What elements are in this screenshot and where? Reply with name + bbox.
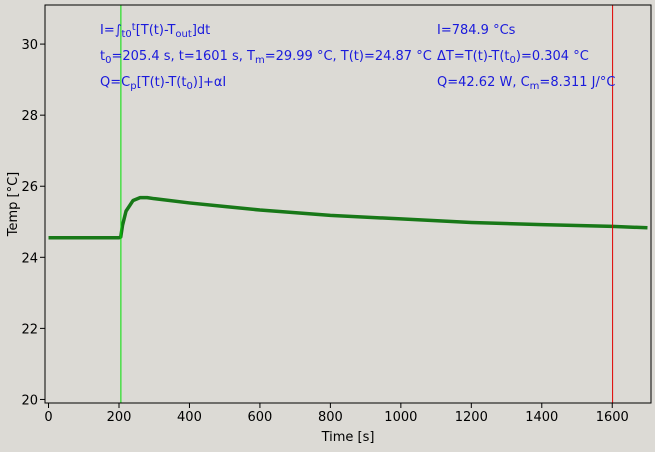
y-axis-label: Temp [°C] bbox=[6, 172, 21, 238]
annotation-text: I=784.9 °Cs bbox=[437, 23, 516, 38]
x-tick-label: 400 bbox=[177, 410, 202, 425]
annotation: t0=205.4 s, t=1601 s, Tm=29.99 °C, T(t)=… bbox=[100, 49, 432, 66]
annotation: I=∫t0t[T(t)-Tout]dt bbox=[100, 22, 210, 40]
x-tick-label: 1200 bbox=[455, 410, 488, 425]
annotation: Q=Cp[T(t)-T(t0)]+αI bbox=[100, 75, 226, 92]
annotation-subscript: out bbox=[175, 29, 191, 40]
annotation-subscript: 0 bbox=[186, 81, 192, 92]
x-tick-label: 800 bbox=[318, 410, 343, 425]
y-tick-label: 24 bbox=[21, 251, 38, 266]
annotation-subscript: m bbox=[530, 81, 540, 92]
x-tick-label: 1600 bbox=[596, 410, 629, 425]
x-tick-label: 600 bbox=[248, 410, 273, 425]
annotation-text: [T(t)-T bbox=[136, 23, 176, 38]
y-tick-label: 28 bbox=[21, 109, 38, 124]
annotation-superscript: t bbox=[132, 22, 136, 33]
x-tick-label: 200 bbox=[107, 410, 132, 425]
x-tick-label: 1400 bbox=[525, 410, 558, 425]
annotation-subscript: 0 bbox=[510, 55, 516, 66]
annotation-subscript: 0 bbox=[105, 55, 111, 66]
annotation: ΔT=T(t)-T(t0)=0.304 °C bbox=[437, 49, 589, 66]
annotation-text: )=0.304 °C bbox=[516, 49, 589, 64]
annotation-text: I=∫ bbox=[100, 23, 122, 38]
annotation-text: ]dt bbox=[192, 23, 210, 38]
annotation: I=784.9 °Cs bbox=[437, 23, 516, 38]
y-tick-label: 20 bbox=[21, 393, 38, 408]
annotation-text: =29.99 °C, T(t)=24.87 °C bbox=[265, 49, 432, 64]
x-tick-label: 1000 bbox=[384, 410, 417, 425]
y-tick-label: 22 bbox=[21, 322, 38, 337]
annotation-subscript: t0 bbox=[122, 29, 132, 40]
annotation-text: Q=42.62 W, C bbox=[437, 75, 530, 90]
annotation-subscript: m bbox=[255, 55, 265, 66]
annotation-text: t bbox=[100, 49, 105, 64]
annotation-text: )]+αI bbox=[193, 75, 226, 90]
annotation-text: =8.311 J/°C bbox=[539, 75, 615, 90]
y-tick-label: 26 bbox=[21, 180, 38, 195]
annotation-text: Q=C bbox=[100, 75, 130, 90]
annotation-text: =205.4 s, t=1601 s, T bbox=[111, 49, 255, 64]
annotation: Q=42.62 W, Cm=8.311 J/°C bbox=[437, 75, 615, 92]
x-axis-label: Time [s] bbox=[321, 430, 375, 445]
annotation-text: [T(t)-T(t bbox=[137, 75, 187, 90]
y-tick-label: 30 bbox=[21, 38, 38, 53]
x-tick-label: 0 bbox=[44, 410, 52, 425]
plot-frame bbox=[44, 4, 652, 404]
annotation-text: ΔT=T(t)-T(t bbox=[437, 49, 510, 64]
annotation-subscript: p bbox=[130, 81, 136, 92]
